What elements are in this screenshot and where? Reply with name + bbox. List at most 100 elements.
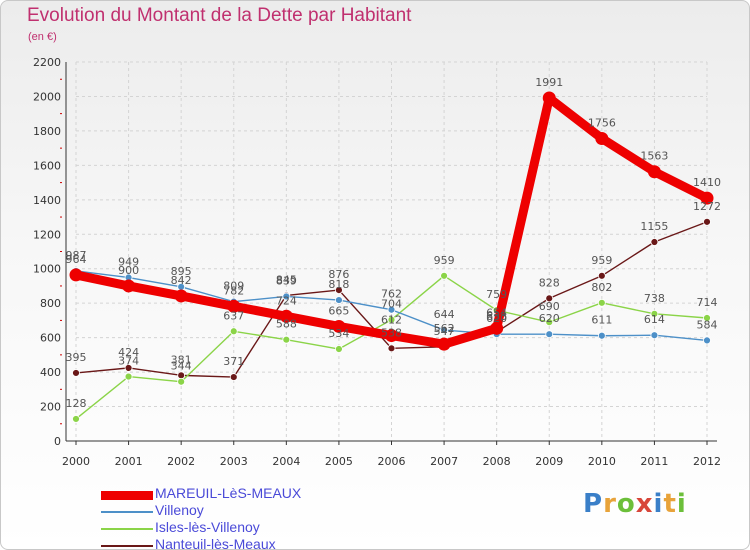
y-tick-label: 2200 [33,56,61,69]
data-label: 538 [381,326,402,339]
x-tick-label: 2002 [167,455,195,468]
data-point [440,326,448,334]
data-point [597,298,606,307]
data-point [69,268,83,282]
data-point [700,191,714,205]
data-point [542,91,556,105]
data-point [282,335,291,344]
data-label: 895 [171,265,192,278]
data-label: 782 [223,284,244,297]
logo-letter: x [635,489,654,519]
data-label: 1272 [693,200,721,213]
logo-letter: o [616,489,636,519]
data-label: 759 [486,288,507,301]
data-point [335,345,343,353]
data-point [387,344,396,353]
data-point [279,309,293,323]
x-tick-label: 2005 [325,455,353,468]
data-point [703,314,711,322]
data-label: 690 [539,300,560,313]
data-point [227,299,241,313]
data-point [177,377,186,386]
legend-label: MAREUIL-LèS-MEAUX [155,485,302,501]
data-point [335,286,343,294]
data-label: 654 [486,306,507,319]
legend-label: Nanteuil-lès-Meaux [155,536,276,550]
data-label: 371 [223,355,244,368]
y-tick-label: 400 [40,366,61,379]
data-label: 128 [66,397,87,410]
data-point [229,327,238,336]
data-point [282,292,291,301]
data-label: 842 [171,274,192,287]
data-labels: 395 424 381 371 845 876 538 547 633 828 959 1155 127… [66,76,722,410]
data-point [122,279,136,293]
data-label: 584 [697,318,718,331]
data-point [703,217,711,226]
data-label: 762 [381,288,402,301]
data-label: 381 [171,353,192,366]
data-label: 424 [118,346,139,359]
data-point [595,131,609,145]
data-point [72,369,80,377]
data-label: 987 [66,249,87,262]
data-point [545,318,554,327]
data-label: 620 [539,312,560,325]
data-point [545,294,554,303]
legend-swatch [101,528,153,530]
y-tick-label: 0 [54,435,61,448]
data-label: 644 [434,308,455,321]
x-tick-label: 2000 [62,455,90,468]
data-label: 949 [118,256,139,269]
data-label: 845 [276,273,297,286]
data-point [650,309,659,318]
legend-label: Isles-lès-Villenoy [155,519,260,535]
y-tick-label: 1000 [33,263,61,276]
series [69,91,714,423]
data-point [490,321,504,335]
data-label: 818 [328,278,349,291]
legend-swatch [101,511,153,513]
y-tick-label: 800 [40,297,61,310]
data-label: 344 [171,360,192,373]
x-tick-label: 2003 [220,455,248,468]
data-point [124,372,133,381]
proxiti-logo: Proxiti [583,489,687,519]
y-tick-label: 1800 [33,125,61,138]
legend-swatch [101,490,153,500]
data-label: 876 [328,268,349,281]
y-tick-label: 1200 [33,228,61,241]
data-label: 1991 [535,76,563,89]
data-label: 738 [644,292,665,305]
data-label: 633 [486,310,507,323]
data-label: 724 [276,294,297,307]
logo-letter: r [603,489,617,519]
data-label: 1155 [640,220,668,233]
data-label: 611 [591,314,612,327]
data-point [332,319,346,333]
y-tick-label: 2000 [33,90,61,103]
data-label: 1563 [640,150,668,163]
chart-unit: (en €) [28,31,57,43]
y-tick-label: 1600 [33,159,61,172]
data-point [597,271,606,280]
x-tick-label: 2007 [430,455,458,468]
data-point [387,315,396,324]
data-label: 900 [118,264,139,277]
x-tick-label: 2009 [535,455,563,468]
data-label: 1756 [588,116,616,129]
data-point [72,415,80,423]
data-label: 1410 [693,176,721,189]
data-label: 714 [697,296,718,309]
legend-swatch [101,545,153,547]
data-label: 395 [66,351,87,364]
data-point [650,238,659,246]
x-tick-label: 2006 [378,455,406,468]
data-point [597,331,606,340]
data-label: 828 [539,276,560,289]
axes: 0 200 400 600 800 1000 1200 1400 1600 1800 2000 220… [33,56,721,468]
x-tick-label: 2010 [588,455,616,468]
data-label: 547 [434,325,455,338]
